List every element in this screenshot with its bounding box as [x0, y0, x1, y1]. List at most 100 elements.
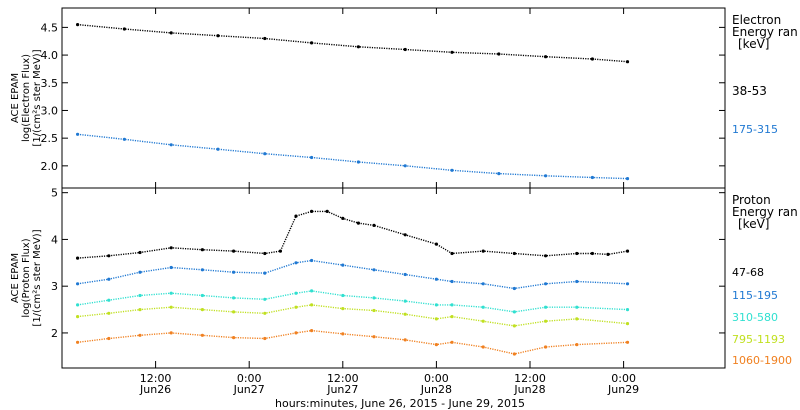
x-tick-date: Jun27	[233, 383, 265, 396]
data-point	[263, 36, 267, 41]
y-axis-label: log(Electron Flux)	[21, 54, 32, 142]
data-point	[403, 47, 407, 52]
y-axis-label: [1/(cm²s ster MeV)]	[32, 49, 43, 146]
data-point	[356, 221, 360, 225]
data-point	[325, 209, 329, 213]
data-point	[625, 177, 630, 181]
y-tick-label: 4	[51, 233, 58, 246]
data-point	[310, 289, 314, 293]
data-point	[138, 333, 142, 337]
plot-frame	[61, 7, 726, 189]
electron-panel: 4.5 4.0 3.5 3.0 2.5 2.0 ACE EPAM log(Electron F…	[10, 7, 798, 189]
data-point	[512, 286, 517, 291]
data-point	[76, 315, 80, 319]
x-tick-date: Jun28	[420, 383, 452, 396]
data-point	[625, 60, 630, 64]
data-point	[625, 308, 630, 312]
data-point	[481, 319, 485, 323]
data-point	[294, 261, 298, 265]
data-point	[263, 152, 267, 156]
data-point	[310, 209, 314, 213]
legend-title: [keV]	[738, 37, 769, 51]
data-point	[169, 265, 173, 270]
data-point	[263, 311, 267, 315]
y-tick-label: 4.0	[41, 49, 59, 62]
legend-entry: 115-195	[732, 289, 778, 302]
data-point	[625, 282, 630, 286]
data-point	[372, 335, 376, 339]
y-tick-label: 2.0	[41, 160, 59, 173]
data-point	[481, 249, 485, 253]
data-point	[200, 308, 204, 312]
x-axis: 12:00Jun260:00Jun2712:00Jun270:00Jun2812…	[139, 8, 639, 396]
data-point	[450, 50, 454, 54]
data-point	[450, 315, 454, 319]
data-point	[625, 340, 630, 344]
x-tick-date: Jun26	[139, 383, 171, 396]
x-tick-label: 12:00	[140, 372, 172, 385]
data-point	[169, 291, 173, 295]
data-point	[200, 268, 204, 272]
y-axis-label: [1/(cm²s ster MeV)]	[32, 229, 43, 326]
legend-entry: 47-68	[732, 266, 764, 279]
data-point	[625, 249, 630, 253]
data-point	[232, 336, 236, 340]
legend-entry: 310-580	[732, 311, 778, 324]
data-point	[372, 223, 376, 227]
legend-entry: 795-1193	[732, 333, 785, 346]
data-point	[434, 317, 438, 321]
data-point	[138, 308, 142, 312]
y-tick-label: 3.5	[41, 77, 59, 90]
data-point	[169, 246, 173, 250]
series-line	[77, 133, 628, 180]
data-point	[341, 332, 345, 336]
data-point	[575, 251, 579, 256]
data-point	[76, 340, 80, 344]
data-point	[107, 277, 111, 281]
data-point	[294, 214, 298, 218]
data-point	[138, 293, 142, 298]
y-tick-label: 3	[51, 280, 58, 293]
data-point	[216, 34, 220, 38]
data-point	[544, 319, 548, 323]
data-point	[512, 324, 517, 328]
data-point	[575, 343, 579, 347]
data-point	[403, 164, 407, 168]
data-point	[200, 333, 204, 337]
data-point	[356, 160, 360, 164]
data-point	[232, 310, 236, 314]
data-point	[356, 45, 360, 49]
data-point	[575, 305, 579, 309]
data-point	[263, 251, 267, 256]
y-tick-label: 2.5	[41, 132, 59, 145]
data-point	[294, 331, 298, 335]
data-point	[481, 305, 485, 309]
data-point	[544, 305, 548, 309]
data-point	[403, 312, 407, 316]
data-point	[575, 279, 579, 284]
data-point	[544, 55, 548, 59]
legend-title: Energy ran	[732, 25, 798, 39]
data-point	[544, 254, 548, 258]
data-point	[434, 277, 438, 281]
data-point	[263, 336, 267, 341]
data-point	[107, 254, 111, 258]
legend-title: Electron	[732, 13, 781, 27]
data-point	[76, 303, 80, 307]
data-point	[341, 307, 345, 311]
proton-panel: 5 4 3 2 ACE EPAM log(Proton Flux) [1/(cm²s ste…	[10, 187, 798, 369]
data-point	[512, 352, 517, 356]
data-point	[450, 303, 454, 307]
data-point	[76, 256, 80, 260]
data-point	[310, 329, 314, 333]
data-point	[590, 57, 595, 61]
x-tick-label: 12:00	[514, 372, 546, 385]
y-tick-label: 3.0	[41, 104, 59, 117]
data-point	[263, 297, 267, 301]
x-tick-label: 0:00	[611, 372, 636, 385]
data-point	[310, 303, 314, 307]
data-point	[138, 270, 142, 274]
data-point	[341, 216, 345, 220]
data-point	[544, 174, 548, 178]
